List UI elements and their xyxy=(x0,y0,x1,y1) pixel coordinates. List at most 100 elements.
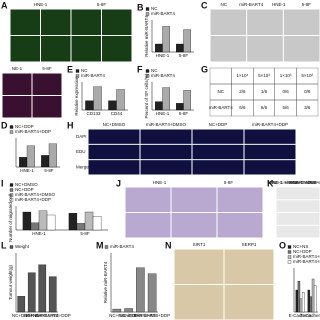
panel-letter: E xyxy=(67,64,73,74)
micrograph xyxy=(276,200,320,212)
image-label: HNE-1 +NS xyxy=(270,180,294,185)
micrograph xyxy=(174,249,224,284)
image-label: 5-8F xyxy=(97,2,107,7)
category-label: 5-8F xyxy=(179,111,189,116)
bar xyxy=(92,216,102,231)
legend-label: NC+DDP xyxy=(15,124,34,129)
panel-letter: L xyxy=(1,240,7,250)
table-text: 5/6 xyxy=(282,105,289,110)
bar xyxy=(116,89,125,111)
micrograph xyxy=(140,160,192,175)
image-label: HNE-1 xyxy=(153,180,167,185)
category-label: NC+NS xyxy=(109,313,124,318)
image-label: miR-BART4 xyxy=(239,2,263,7)
micrograph xyxy=(217,213,263,238)
bar xyxy=(183,29,191,53)
panel-letter: N xyxy=(165,240,172,250)
panel-letter: D xyxy=(1,120,8,130)
panel-letter: M xyxy=(96,240,104,250)
table-text: 2/6 xyxy=(239,89,246,94)
legend-swatch xyxy=(287,260,292,264)
legend-label: miR-BART4+DDP xyxy=(293,259,320,264)
legend-label: NC xyxy=(81,68,88,73)
panel-letter: G xyxy=(201,64,208,74)
bar xyxy=(295,289,299,313)
image-label: SERP1 xyxy=(242,242,257,247)
legend-label: NC+DDP xyxy=(293,249,312,254)
category-label: NC+DDP xyxy=(119,313,138,318)
category-label: miR-BART4+DDP xyxy=(35,313,71,318)
legend-label: NC+DDP xyxy=(15,187,34,192)
micrograph xyxy=(102,36,132,62)
legend-label: miR-BART4+DMSO xyxy=(15,192,56,197)
bar xyxy=(301,292,305,313)
axis-label: Percent of SP cells(%) xyxy=(144,73,149,118)
bar xyxy=(93,86,102,111)
legend-label: NC+NS xyxy=(293,244,308,249)
micrograph xyxy=(192,144,244,160)
image-label: NC+DMSO xyxy=(103,122,126,127)
bar xyxy=(26,145,35,168)
category-label: NC+DDP xyxy=(12,313,31,318)
micrograph xyxy=(125,213,171,238)
micrograph xyxy=(2,96,32,118)
axis-label: Relative miR-BART4 xyxy=(144,15,149,57)
bar xyxy=(175,103,184,111)
micrograph xyxy=(224,249,274,284)
micrograph xyxy=(283,9,320,35)
bar xyxy=(162,26,170,53)
bar xyxy=(124,308,133,313)
image-label: 5-8F xyxy=(302,2,312,7)
bar xyxy=(27,272,36,313)
image-label: SIRT1 xyxy=(193,242,206,247)
micrograph xyxy=(276,213,320,225)
bar xyxy=(30,222,40,231)
table-text: 1×10⁴ xyxy=(236,73,248,78)
table-cell xyxy=(296,99,319,117)
bar xyxy=(154,101,163,111)
micrograph xyxy=(244,160,296,175)
micrograph xyxy=(244,129,296,144)
bar xyxy=(154,43,163,53)
legend-label: miR-BART4 xyxy=(81,73,105,78)
bar xyxy=(68,213,78,231)
legend-swatch xyxy=(9,125,14,129)
bar xyxy=(313,285,317,313)
image-label: NC+DDP xyxy=(209,122,228,127)
legend-label: miR-BART4+DDP xyxy=(15,197,51,202)
category-label: 5-8F xyxy=(44,168,54,173)
panel-letter: H xyxy=(67,120,74,130)
legend-swatch xyxy=(104,245,109,249)
micrograph xyxy=(210,36,247,62)
legend-swatch xyxy=(145,7,150,11)
micrograph xyxy=(171,213,217,238)
table-text: 1/6 xyxy=(261,89,268,94)
image-label: NE-1 xyxy=(12,66,23,71)
image-label: miR-BART4+DMSO xyxy=(146,122,187,127)
bar xyxy=(46,214,56,231)
bar xyxy=(136,267,145,313)
bar xyxy=(19,157,28,168)
table-text: 5×10² xyxy=(301,73,313,78)
image-label: miR-BART4+DDP xyxy=(252,122,288,127)
category-label: E-Cadherin xyxy=(289,313,312,318)
image-label: HNE-1 xyxy=(272,2,286,7)
legend-swatch xyxy=(287,250,292,254)
panel-letter: B xyxy=(137,2,144,12)
bar xyxy=(38,264,47,313)
legend-swatch xyxy=(145,74,150,78)
legend-swatch xyxy=(9,188,14,192)
image-label: 5-8F xyxy=(224,180,234,185)
legend-swatch xyxy=(9,245,14,249)
micrograph xyxy=(41,36,71,62)
category-label: CD44 xyxy=(111,111,123,116)
table-text: 6/6 xyxy=(261,105,268,110)
micrograph xyxy=(88,160,140,175)
image-label: HNE-1 miR-BART4+NS xyxy=(269,180,317,185)
category-label: 5-8F xyxy=(179,53,189,58)
table-cell xyxy=(209,67,232,85)
legend-swatch xyxy=(145,12,150,16)
bar xyxy=(84,211,94,231)
legend-swatch xyxy=(9,198,14,202)
table-text: 1×10³ xyxy=(280,73,292,78)
